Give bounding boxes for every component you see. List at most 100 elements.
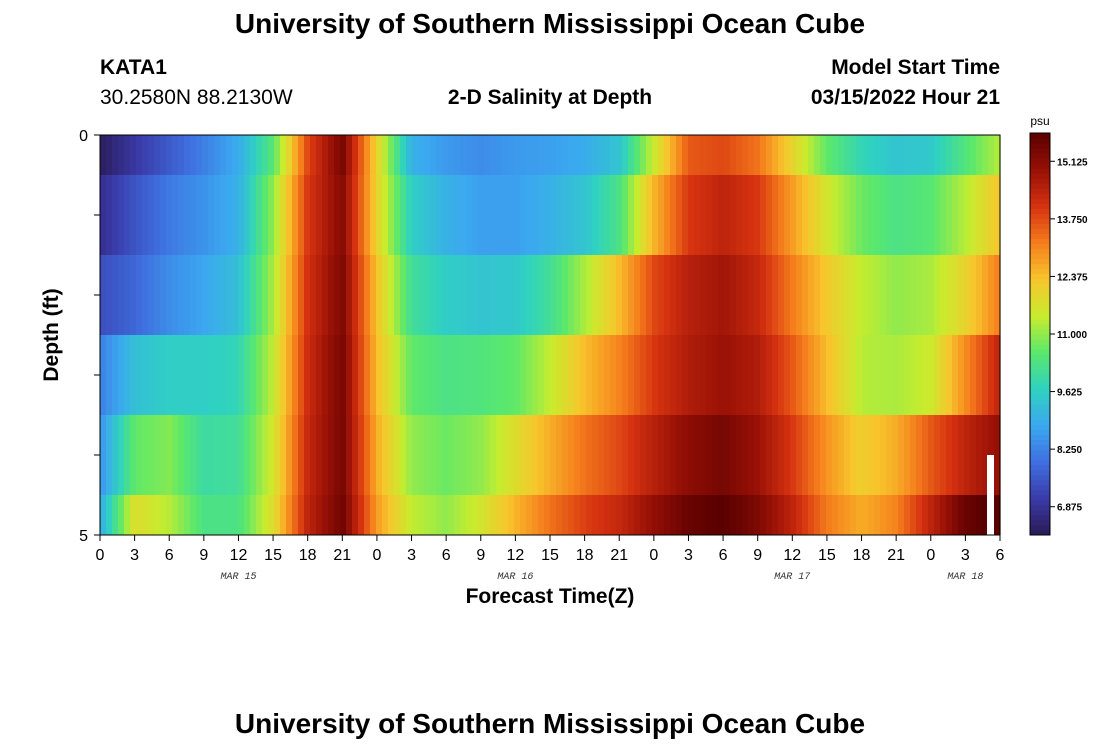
heatmap-cell xyxy=(322,495,329,535)
heatmap-cell xyxy=(568,335,575,415)
heatmap-cell xyxy=(376,495,383,535)
heatmap-cell xyxy=(400,415,407,495)
heatmap-cell xyxy=(922,415,929,495)
heatmap-cell xyxy=(166,415,173,495)
x-tick-label: 21 xyxy=(887,547,905,564)
heatmap-cell xyxy=(340,415,347,495)
heatmap-cell xyxy=(736,335,743,415)
heatmap-cell xyxy=(544,135,551,175)
heatmap-cell xyxy=(430,135,437,175)
heatmap-cell xyxy=(544,415,551,495)
colorbar-segment xyxy=(1030,339,1050,345)
heatmap-cell xyxy=(784,335,791,415)
heatmap-cell xyxy=(664,255,671,335)
heatmap-cell xyxy=(418,175,425,255)
heatmap-cell xyxy=(970,495,977,535)
heatmap-cell xyxy=(280,255,287,335)
heatmap-cell xyxy=(250,495,257,535)
heatmap-cell xyxy=(292,415,299,495)
x-axis-label: Forecast Time(Z) xyxy=(465,585,635,608)
heatmap-cell xyxy=(736,495,743,535)
heatmap-cell xyxy=(286,415,293,495)
x-tick-label: 15 xyxy=(541,547,559,564)
heatmap-cell xyxy=(556,335,563,415)
heatmap-cell xyxy=(220,415,227,495)
heatmap-cell xyxy=(772,135,779,175)
heatmap-cell xyxy=(346,415,353,495)
heatmap-cell xyxy=(430,335,437,415)
heatmap-cell xyxy=(922,495,929,535)
heatmap-cell xyxy=(226,135,233,175)
heatmap-cell xyxy=(706,335,713,415)
heatmap-cell xyxy=(220,175,227,255)
heatmap-cell xyxy=(940,175,947,255)
heatmap-cell xyxy=(262,175,269,255)
x-tick-label: 15 xyxy=(818,547,836,564)
heatmap-cell xyxy=(826,335,833,415)
heatmap-cell xyxy=(556,175,563,255)
heatmap-cell xyxy=(328,335,335,415)
heatmap-cell xyxy=(280,335,287,415)
heatmap-cell xyxy=(304,255,311,335)
heatmap-cell xyxy=(892,495,899,535)
heatmap-cell xyxy=(994,175,1001,255)
heatmap-cell xyxy=(184,175,191,255)
heatmap-cell xyxy=(718,335,725,415)
heatmap-cell xyxy=(880,255,887,335)
heatmap-cell xyxy=(820,175,827,255)
heatmap-cell xyxy=(262,135,269,175)
heatmap-cell xyxy=(442,335,449,415)
heatmap-cell xyxy=(280,415,287,495)
x-tick-label: 15 xyxy=(264,547,282,564)
colorbar-segment xyxy=(1030,143,1050,149)
heatmap-cell xyxy=(580,495,587,535)
heatmap-cell xyxy=(382,415,389,495)
heatmap-cell xyxy=(364,415,371,495)
heatmap-cell xyxy=(178,415,185,495)
heatmap-cell xyxy=(148,135,155,175)
colorbar-segment xyxy=(1030,188,1050,194)
heatmap-cell xyxy=(154,175,161,255)
heatmap-cell xyxy=(994,135,1001,175)
heatmap-cell xyxy=(484,495,491,535)
colorbar-segment xyxy=(1030,238,1050,245)
heatmap-cell xyxy=(886,135,893,175)
heatmap-cell xyxy=(514,135,521,175)
heatmap-cell xyxy=(898,135,905,175)
heatmap-cell xyxy=(832,135,839,175)
heatmap-cell xyxy=(712,135,719,175)
heatmap-cell xyxy=(184,135,191,175)
heatmap-cell xyxy=(610,175,617,255)
heatmap-cell xyxy=(388,335,395,415)
heatmap-cell xyxy=(226,335,233,415)
heatmap-cell xyxy=(682,495,689,535)
heatmap-cell xyxy=(124,335,131,415)
page-title: University of Southern Mississippi Ocean… xyxy=(234,8,866,39)
heatmap-cell xyxy=(964,135,971,175)
colorbar-tick-label: 15.125 xyxy=(1057,157,1088,168)
heatmap-cell xyxy=(706,415,713,495)
heatmap-cell xyxy=(772,175,779,255)
heatmap-cell xyxy=(358,255,365,335)
heatmap-cell xyxy=(568,415,575,495)
heatmap-cell xyxy=(154,495,161,535)
heatmap-cell xyxy=(316,415,323,495)
heatmap-cell xyxy=(406,335,413,415)
heatmap-cell xyxy=(658,415,665,495)
heatmap-cell xyxy=(790,495,797,535)
heatmap-cell xyxy=(748,415,755,495)
heatmap-cell xyxy=(658,175,665,255)
heatmap-cell xyxy=(880,495,887,535)
heatmap-cell xyxy=(694,335,701,415)
colorbar-segment xyxy=(1030,359,1050,365)
footer-title: University of Southern Mississippi Ocean… xyxy=(234,708,866,739)
colorbar-tick-label: 6.875 xyxy=(1057,503,1082,514)
heatmap-cell xyxy=(832,255,839,335)
heatmap-cell xyxy=(214,495,221,535)
heatmap-cell xyxy=(256,415,263,495)
heatmap-cell xyxy=(130,255,137,335)
heatmap-cell xyxy=(754,335,761,415)
heatmap-cell xyxy=(790,335,797,415)
heatmap-cell xyxy=(598,335,605,415)
colorbar-segment xyxy=(1030,529,1050,536)
